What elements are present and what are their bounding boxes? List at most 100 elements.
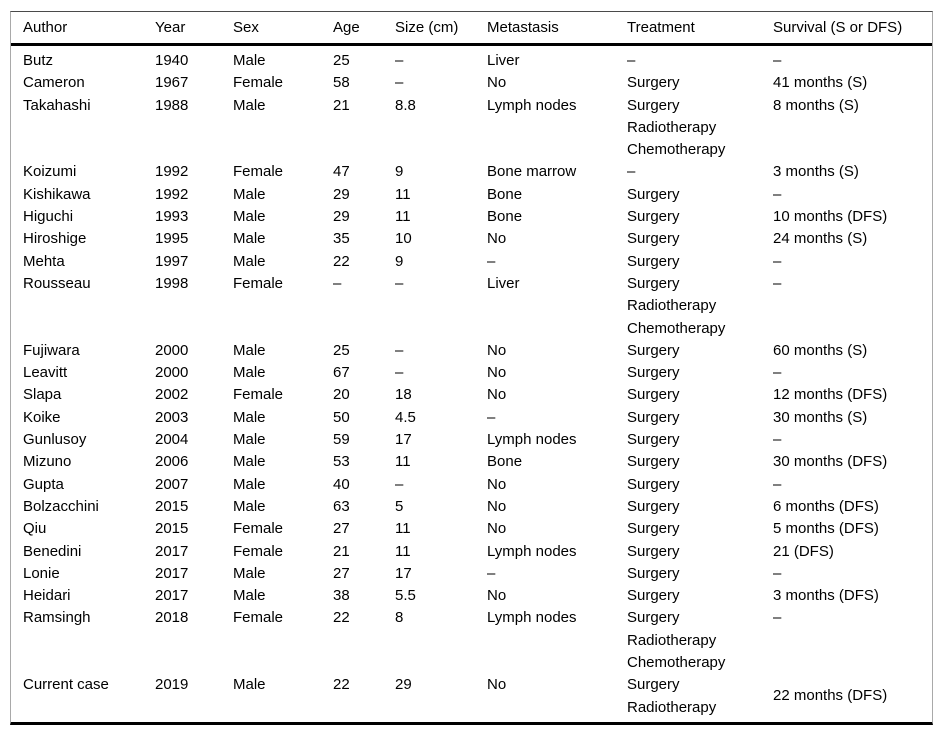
cell-age: 38 — [333, 587, 350, 605]
cell-year: 2006 — [155, 453, 189, 471]
cell-author: Hiroshige — [23, 230, 87, 248]
cell-age: – — [333, 274, 342, 292]
cell-sex: Male — [233, 497, 266, 515]
cell-treatment: Surgery — [627, 520, 680, 538]
table-row: Current case 2019 Male 22 29 No Surgery … — [11, 674, 932, 722]
cell-size: 11 — [395, 185, 411, 203]
cell-metastasis: No — [487, 386, 507, 404]
cell-age: 25 — [333, 52, 350, 69]
table-row: Higuchi 1993 Male 29 11 Bone Surgery 10 … — [11, 206, 932, 228]
cell-metastasis: No — [487, 364, 507, 382]
cell-sex: Female — [233, 520, 284, 538]
cell-survival: – — [773, 274, 782, 292]
cell-year: 2015 — [155, 520, 189, 538]
cell-survival: 30 months (DFS) — [773, 453, 888, 471]
cell-year: 2018 — [155, 609, 189, 627]
cell-metastasis: No — [487, 475, 507, 493]
cell-age: 53 — [333, 453, 350, 471]
cell-author: Higuchi — [23, 208, 74, 226]
cell-size: 8 — [395, 609, 404, 627]
table-row: Qiu 2015 Female 27 11 No Surgery 5 month… — [11, 518, 932, 540]
cell-author: Leavitt — [23, 364, 68, 382]
cell-age: 25 — [333, 341, 350, 359]
cell-year: 2003 — [155, 408, 189, 426]
cell-sex: Male — [233, 453, 266, 471]
cell-treatment: Surgery — [627, 431, 680, 449]
cell-year: 2017 — [155, 587, 189, 605]
cell-metastasis: No — [487, 587, 507, 605]
cell-author: Kishikawa — [23, 185, 91, 203]
cell-size: 9 — [395, 163, 404, 181]
table-row: Butz 1940 Male 25 – Liver – – — [11, 45, 932, 73]
col-header-size: Size (cm) — [395, 12, 487, 46]
cell-survival: 8 months (S) — [773, 96, 859, 114]
cell-survival: – — [773, 609, 782, 627]
col-header-metastasis: Metastasis — [487, 12, 627, 46]
cell-treatment: Surgery — [627, 208, 680, 226]
cell-metastasis: Lymph nodes — [487, 96, 577, 114]
cell-survival: – — [773, 564, 782, 582]
cell-sex: Male — [233, 252, 266, 270]
cell-metastasis: No — [487, 341, 507, 359]
cell-size: – — [395, 74, 404, 92]
col-header-sex: Sex — [233, 12, 333, 46]
cell-survival: 10 months (DFS) — [773, 208, 888, 226]
cell-year: 2017 — [155, 542, 189, 560]
cell-treatment: Surgery — [627, 408, 680, 426]
cell-treatment: Surgery Radiotherapy — [627, 676, 717, 716]
cell-age: 59 — [333, 431, 350, 449]
cell-sex: Female — [233, 609, 284, 627]
cell-age: 22 — [333, 609, 350, 627]
cell-treatment: Surgery — [627, 230, 680, 248]
table-row: Fujiwara 2000 Male 25 – No Surgery 60 mo… — [11, 340, 932, 362]
header-row: Author Year Sex Age Size (cm) Metastasis… — [11, 12, 932, 46]
cell-author: Current case — [23, 676, 109, 694]
table-row: Koizumi 1992 Female 47 9 Bone marrow – 3… — [11, 161, 932, 183]
cell-author: Gunlusoy — [23, 431, 87, 449]
cell-age: 22 — [333, 252, 350, 270]
cell-sex: Male — [233, 364, 266, 382]
cell-author: Benedini — [23, 542, 82, 560]
cell-year: 1992 — [155, 185, 189, 203]
cell-author: Koizumi — [23, 163, 77, 181]
cell-age: 67 — [333, 364, 350, 382]
cell-sex: Male — [233, 96, 266, 114]
cell-survival: 41 months (S) — [773, 74, 868, 92]
cell-author: Heidari — [23, 587, 71, 605]
cell-year: 1993 — [155, 208, 189, 226]
cell-sex: Female — [233, 74, 284, 92]
cell-sex: Male — [233, 431, 266, 449]
cell-author: Rousseau — [23, 274, 91, 292]
table-row: Mizuno 2006 Male 53 11 Bone Surgery 30 m… — [11, 451, 932, 473]
cell-metastasis: Liver — [487, 274, 520, 292]
cell-size: – — [395, 52, 404, 69]
cell-author: Qiu — [23, 520, 47, 538]
cell-size: 18 — [395, 386, 412, 404]
cell-size: 11 — [395, 453, 411, 471]
table-header: Author Year Sex Age Size (cm) Metastasis… — [11, 12, 932, 46]
cell-treatment: Surgery — [627, 364, 680, 382]
cell-age: 63 — [333, 497, 350, 515]
cell-size: 9 — [395, 252, 404, 270]
cell-sex: Male — [233, 408, 266, 426]
cell-treatment: Surgery — [627, 252, 680, 270]
cell-survival: 12 months (DFS) — [773, 386, 888, 404]
cell-treatment: Surgery Radiotherapy Chemotherapy — [627, 96, 726, 159]
cell-year: 2015 — [155, 497, 189, 515]
cell-size: 4.5 — [395, 408, 416, 426]
table-row: Benedini 2017 Female 21 11 Lymph nodes S… — [11, 541, 932, 563]
table-row: Leavitt 2000 Male 67 – No Surgery – — [11, 362, 932, 384]
cell-year: 1988 — [155, 96, 189, 114]
cell-year: 2007 — [155, 475, 189, 493]
case-reports-table: Author Year Sex Age Size (cm) Metastasis… — [10, 11, 933, 725]
cell-author: Mehta — [23, 252, 65, 270]
cell-metastasis: – — [487, 564, 496, 582]
cell-age: 21 — [333, 96, 350, 114]
cell-age: 20 — [333, 386, 350, 404]
cell-size: – — [395, 274, 404, 292]
table-row: Lonie 2017 Male 27 17 – Surgery – — [11, 563, 932, 585]
cell-sex: Male — [233, 475, 266, 493]
cell-sex: Male — [233, 341, 266, 359]
cell-metastasis: Liver — [487, 52, 520, 69]
cell-survival: – — [773, 364, 782, 382]
